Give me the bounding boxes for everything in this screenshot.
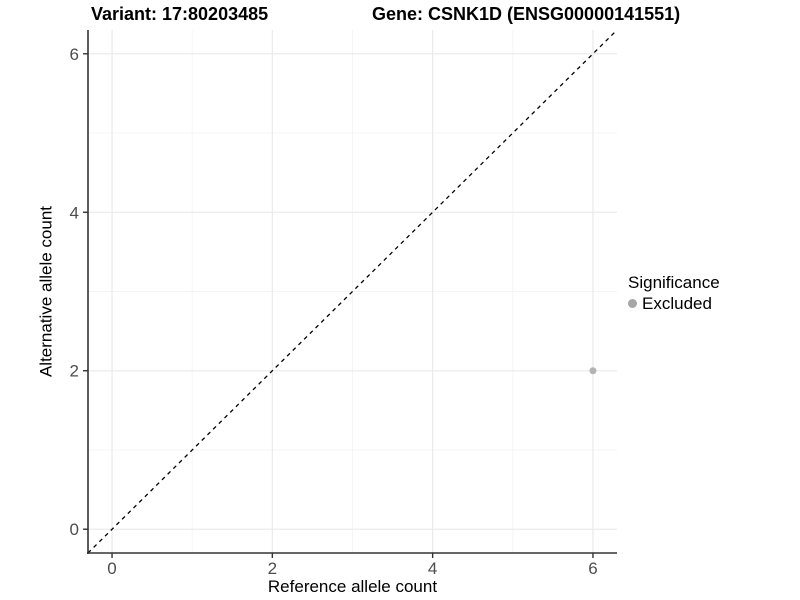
legend-item-label: Excluded	[642, 294, 712, 313]
legend-point-icon	[628, 299, 637, 308]
y-tick-label: 2	[70, 362, 79, 381]
x-axis-label: Reference allele count	[267, 577, 438, 596]
variant-title: Variant: 17:80203485	[91, 4, 269, 24]
legend-item: Excluded	[628, 293, 720, 314]
y-axis-label: Alternative allele count	[36, 205, 56, 378]
x-tick-label: 0	[107, 559, 116, 578]
x-tick-label: 2	[268, 559, 277, 578]
x-tick-label: 4	[428, 559, 437, 578]
x-tick-label: 6	[588, 559, 597, 578]
legend: Significance Excluded	[628, 272, 720, 314]
identity-dashed-line	[87, 29, 618, 554]
y-tick-label: 4	[70, 203, 79, 222]
data-point	[589, 367, 597, 375]
y-tick-label: 6	[70, 45, 79, 64]
gene-title: Gene: CSNK1D (ENSG00000141551)	[372, 4, 681, 24]
legend-title: Significance	[628, 273, 720, 292]
y-tick-label: 0	[70, 520, 79, 539]
